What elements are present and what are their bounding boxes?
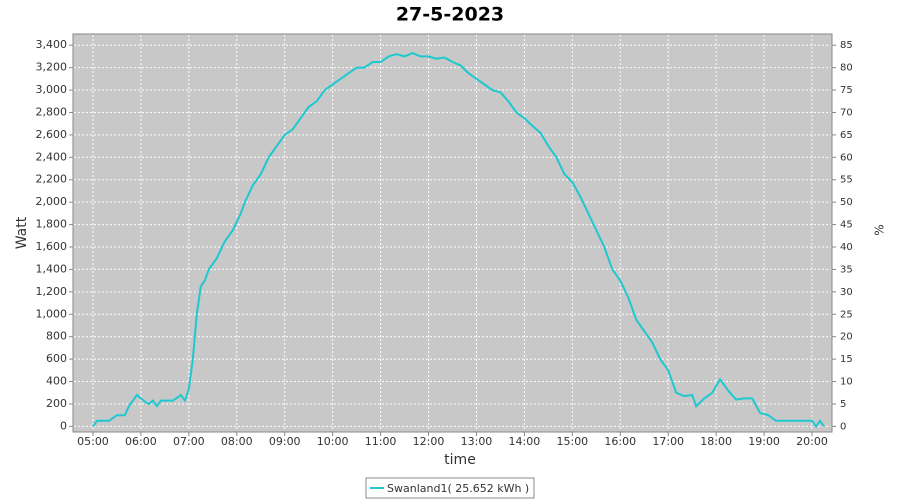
y-tick-label: 600 [46, 352, 67, 365]
y-tick-label: 2,200 [36, 173, 68, 186]
x-tick-label: 16:00 [604, 435, 636, 448]
x-tick-label: 13:00 [461, 435, 493, 448]
y-tick-label: 2,600 [36, 128, 68, 141]
y-tick-label: 1,800 [36, 218, 68, 231]
y2-tick-label: 25 [840, 309, 853, 320]
x-tick-label: 08:00 [221, 435, 253, 448]
y2-tick-label: 45 [840, 220, 853, 231]
y-tick-label: 1,600 [36, 240, 68, 253]
x-tick-label: 07:00 [173, 435, 205, 448]
y2-tick-label: 5 [840, 399, 846, 410]
y2-axis-label: % [873, 224, 887, 235]
x-tick-label: 11:00 [365, 435, 397, 448]
y2-tick-label: 15 [840, 354, 853, 365]
y2-tick-label: 50 [840, 197, 853, 208]
y2-tick-label: 55 [840, 175, 853, 186]
y2-tick-label: 20 [840, 332, 853, 343]
y2-tick-label: 60 [840, 152, 853, 163]
y2-tick-label: 10 [840, 377, 853, 388]
y-tick-label: 2,800 [36, 105, 68, 118]
y2-tick-label: 65 [840, 130, 853, 141]
y-tick-label: 800 [46, 330, 67, 343]
x-tick-label: 05:00 [77, 435, 109, 448]
x-tick-label: 18:00 [700, 435, 732, 448]
y-tick-label: 2,400 [36, 150, 68, 163]
y-tick-label: 3,000 [36, 83, 68, 96]
y-tick-label: 0 [60, 419, 67, 432]
y2-tick-label: 40 [840, 242, 853, 253]
y-tick-label: 1,000 [36, 307, 68, 320]
y-tick-label: 1,400 [36, 262, 68, 275]
y-tick-label: 2,000 [36, 195, 68, 208]
y2-tick-label: 80 [840, 63, 853, 74]
x-tick-label: 17:00 [652, 435, 684, 448]
y2-tick-label: 0 [840, 421, 846, 432]
y-axis-label: Watt [14, 216, 30, 249]
legend-label: Swanland1( 25.652 kWh ) [387, 482, 529, 495]
series-line [92, 52, 825, 429]
x-tick-label: 15:00 [556, 435, 588, 448]
y2-tick-label: 75 [840, 85, 853, 96]
y-tick-label: 1,200 [36, 285, 68, 298]
legend [365, 477, 535, 499]
x-tick-label: 14:00 [509, 435, 541, 448]
y-tick-label: 400 [46, 375, 67, 388]
y-tick-label: 200 [46, 397, 67, 410]
x-tick-label: 20:00 [796, 435, 828, 448]
x-axis-label: time [444, 452, 476, 468]
y2-tick-label: 85 [840, 40, 853, 51]
x-tick-label: 06:00 [125, 435, 157, 448]
y-tick-label: 3,200 [36, 61, 68, 74]
chart-title: 27-5-2023 [396, 4, 504, 26]
x-tick-label: 10:00 [317, 435, 349, 448]
plot-area [72, 33, 833, 433]
y2-tick-label: 35 [840, 264, 853, 275]
y2-tick-label: 70 [840, 107, 853, 118]
x-tick-label: 09:00 [269, 435, 301, 448]
y2-tick-label: 30 [840, 287, 853, 298]
y-tick-label: 3,400 [36, 38, 68, 51]
x-tick-label: 19:00 [748, 435, 780, 448]
x-tick-label: 12:00 [413, 435, 445, 448]
